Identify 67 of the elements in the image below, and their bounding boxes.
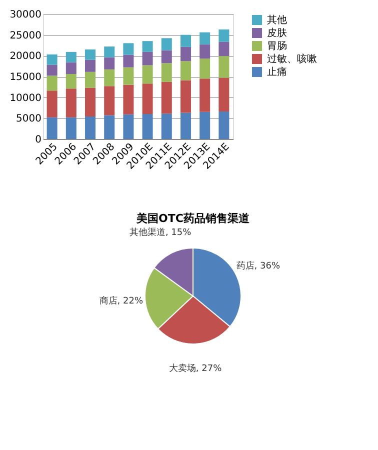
legend-label: 过敏、咳嗽 bbox=[267, 53, 317, 65]
bar bbox=[161, 82, 172, 114]
bar bbox=[161, 114, 172, 139]
bar bbox=[180, 80, 191, 113]
bar bbox=[161, 50, 172, 64]
bar bbox=[161, 38, 172, 50]
y-tick-label: 20000 bbox=[10, 51, 42, 62]
y-tick-label: 0 bbox=[35, 134, 42, 146]
y-tick-label: 25000 bbox=[10, 30, 42, 42]
bar bbox=[123, 43, 134, 55]
bar bbox=[46, 64, 58, 76]
legend-label: 止痛 bbox=[267, 66, 287, 78]
bar bbox=[218, 78, 230, 112]
bar bbox=[218, 42, 230, 56]
chart-title: 美国OTC药品销售渠道 bbox=[136, 212, 250, 225]
bar bbox=[123, 114, 134, 139]
slice-label: 其他渠道, 15% bbox=[129, 226, 192, 238]
bar bbox=[104, 86, 115, 116]
bar bbox=[104, 115, 115, 139]
bar bbox=[85, 88, 96, 116]
bar bbox=[66, 117, 76, 139]
y-tick-label: 5000 bbox=[16, 114, 42, 125]
y-tick-label: 10000 bbox=[10, 92, 42, 104]
slice-label: 商店, 22% bbox=[99, 296, 144, 307]
bar bbox=[66, 62, 76, 74]
bar bbox=[218, 29, 230, 42]
legend-label: 皮肤 bbox=[267, 27, 287, 39]
bar bbox=[218, 56, 230, 78]
bar bbox=[66, 52, 76, 62]
bar bbox=[142, 114, 153, 139]
y-tick-label: 30000 bbox=[10, 10, 42, 20]
bar bbox=[123, 67, 134, 85]
bar bbox=[85, 60, 96, 72]
bar bbox=[180, 61, 191, 80]
bar bbox=[142, 65, 153, 84]
bar bbox=[46, 54, 58, 65]
legend-label: 胃肠 bbox=[267, 41, 287, 52]
bar bbox=[180, 46, 191, 62]
bar bbox=[123, 54, 134, 68]
bar bbox=[200, 58, 210, 79]
bar bbox=[180, 112, 191, 139]
bar bbox=[200, 44, 210, 59]
bar bbox=[66, 88, 76, 118]
slice-label: 大卖场, 27% bbox=[168, 362, 222, 374]
bar bbox=[85, 116, 96, 139]
bar bbox=[161, 63, 172, 82]
bar bbox=[200, 112, 210, 139]
bar bbox=[200, 78, 210, 112]
bar bbox=[46, 117, 58, 139]
bar bbox=[46, 90, 58, 118]
bar bbox=[85, 49, 96, 60]
bar bbox=[104, 46, 115, 58]
legend-label: 其他 bbox=[267, 14, 287, 26]
slice-label: 药店, 36% bbox=[236, 260, 280, 272]
bar bbox=[66, 74, 76, 89]
bar bbox=[200, 32, 210, 44]
bar bbox=[123, 84, 134, 114]
y-tick-label: 15000 bbox=[10, 72, 42, 83]
bar bbox=[104, 69, 115, 86]
bar bbox=[142, 84, 153, 114]
bar bbox=[142, 41, 153, 52]
bar bbox=[104, 57, 115, 70]
bar bbox=[142, 52, 153, 66]
bar bbox=[46, 76, 58, 91]
bar bbox=[85, 72, 96, 88]
bar bbox=[180, 34, 191, 47]
bar bbox=[218, 112, 230, 139]
